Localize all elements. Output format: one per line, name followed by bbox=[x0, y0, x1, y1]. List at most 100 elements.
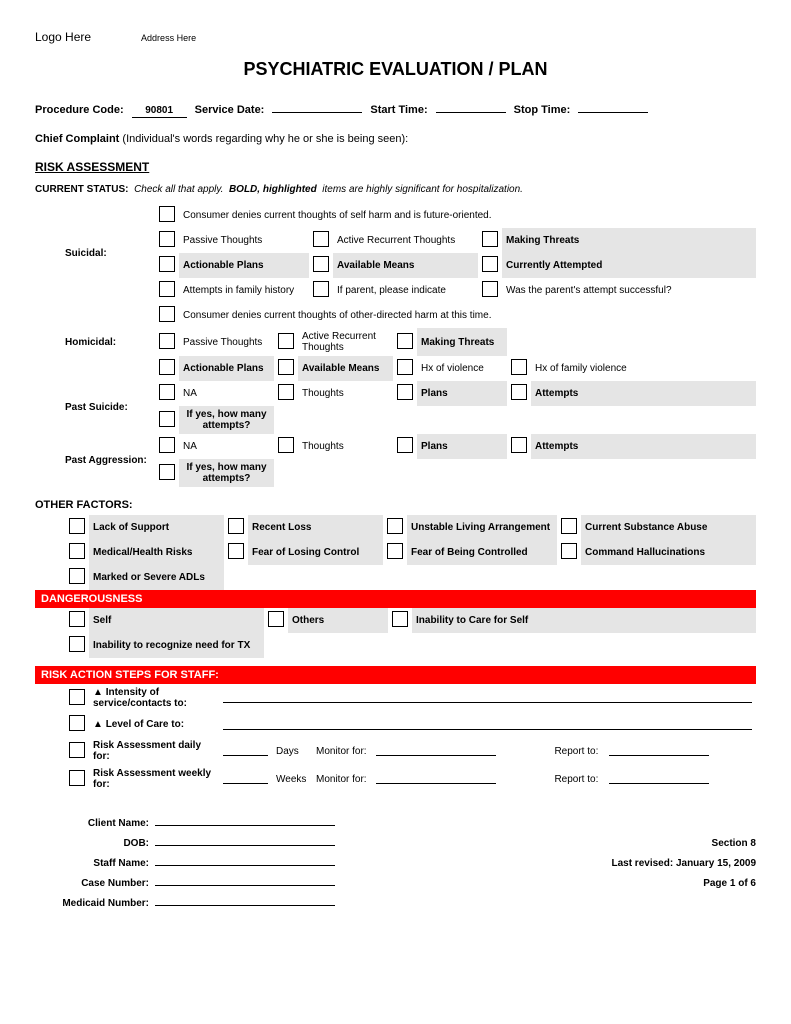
of-hallucinations-checkbox[interactable] bbox=[561, 543, 577, 559]
suicidal-threats-label: Making Threats bbox=[502, 228, 756, 253]
suicidal-passive-label: Passive Thoughts bbox=[179, 228, 309, 253]
rs-weeks-label: Weeks bbox=[272, 765, 312, 793]
suicidal-fam-label: Attempts in family history bbox=[179, 278, 309, 303]
homicidal-passive-checkbox[interactable] bbox=[159, 333, 175, 349]
procedure-code-label: Procedure Code: bbox=[35, 104, 124, 116]
current-status-instr1: Check all that apply. bbox=[134, 184, 223, 195]
of-substance-label: Current Substance Abuse bbox=[581, 515, 756, 540]
suicidal-threats-checkbox[interactable] bbox=[482, 231, 498, 247]
suicidal-plans-label: Actionable Plans bbox=[179, 253, 309, 278]
rs-daily-monitor-label: Monitor for: bbox=[312, 737, 372, 765]
past-suicide-plans-checkbox[interactable] bbox=[397, 384, 413, 400]
stop-time-field[interactable] bbox=[578, 100, 648, 113]
rs-daily-report-label: Report to: bbox=[550, 737, 605, 765]
suicidal-denies-checkbox[interactable] bbox=[159, 206, 175, 222]
start-time-field[interactable] bbox=[436, 100, 506, 113]
homicidal-label: Homicidal: bbox=[35, 303, 155, 381]
rs-weekly-label: Risk Assessment weekly for: bbox=[89, 765, 219, 793]
past-suicide-na-label: NA bbox=[179, 381, 274, 406]
homicidal-plans-label: Actionable Plans bbox=[179, 356, 274, 381]
rs-intensity-checkbox[interactable] bbox=[69, 689, 85, 705]
rs-intensity-label: Intensity of service/contacts to: bbox=[93, 687, 187, 709]
suicidal-means-checkbox[interactable] bbox=[313, 256, 329, 272]
suicidal-active-checkbox[interactable] bbox=[313, 231, 329, 247]
logo-placeholder: Logo Here bbox=[35, 30, 91, 44]
past-suicide-na-checkbox[interactable] bbox=[159, 384, 175, 400]
suicidal-plans-checkbox[interactable] bbox=[159, 256, 175, 272]
rs-intensity-field[interactable] bbox=[223, 690, 752, 703]
of-fear-losing-label: Fear of Losing Control bbox=[248, 540, 383, 565]
of-fear-losing-checkbox[interactable] bbox=[228, 543, 244, 559]
homicidal-active-label: Active Recurrent Thoughts bbox=[298, 328, 393, 356]
rs-level-field[interactable] bbox=[223, 717, 752, 730]
homicidal-hxfam-checkbox[interactable] bbox=[511, 359, 527, 375]
rs-daily-checkbox[interactable] bbox=[69, 742, 85, 758]
footer-staff-field[interactable] bbox=[155, 853, 335, 866]
of-lack-support-checkbox[interactable] bbox=[69, 518, 85, 534]
footer-medicaid-field[interactable] bbox=[155, 893, 335, 906]
past-agg-howmany-checkbox[interactable] bbox=[159, 464, 175, 480]
start-time-label: Start Time: bbox=[370, 104, 427, 116]
suicidal-success-label: Was the parent's attempt successful? bbox=[502, 278, 756, 303]
suicidal-parent-checkbox[interactable] bbox=[313, 281, 329, 297]
rs-level-checkbox[interactable] bbox=[69, 715, 85, 731]
rs-weekly-monitor-field[interactable] bbox=[376, 771, 496, 784]
past-suicide-howmany-checkbox[interactable] bbox=[159, 411, 175, 427]
rs-weekly-report-label: Report to: bbox=[550, 765, 605, 793]
of-recent-loss-checkbox[interactable] bbox=[228, 518, 244, 534]
footer-case-field[interactable] bbox=[155, 873, 335, 886]
risk-action-head: RISK ACTION STEPS FOR STAFF: bbox=[35, 666, 756, 684]
homicidal-active-checkbox[interactable] bbox=[278, 333, 294, 349]
procedure-code-field[interactable]: 90801 bbox=[132, 105, 187, 118]
past-agg-plans-label: Plans bbox=[417, 434, 507, 459]
homicidal-threats-checkbox[interactable] bbox=[397, 333, 413, 349]
of-unstable-living-checkbox[interactable] bbox=[387, 518, 403, 534]
danger-inability-care-checkbox[interactable] bbox=[392, 611, 408, 627]
suicidal-attempted-checkbox[interactable] bbox=[482, 256, 498, 272]
danger-self-checkbox[interactable] bbox=[69, 611, 85, 627]
address-placeholder: Address Here bbox=[141, 33, 196, 43]
past-agg-thoughts-label: Thoughts bbox=[298, 434, 393, 459]
homicidal-passive-label: Passive Thoughts bbox=[179, 328, 274, 356]
rs-days-label: Days bbox=[272, 737, 312, 765]
rs-weekly-report-field[interactable] bbox=[609, 771, 709, 784]
past-agg-plans-checkbox[interactable] bbox=[397, 437, 413, 453]
of-medical-checkbox[interactable] bbox=[69, 543, 85, 559]
past-agg-attempts-checkbox[interactable] bbox=[511, 437, 527, 453]
stop-time-label: Stop Time: bbox=[514, 104, 571, 116]
service-date-field[interactable] bbox=[272, 100, 362, 113]
rs-daily-monitor-field[interactable] bbox=[376, 743, 496, 756]
homicidal-hxv-checkbox[interactable] bbox=[397, 359, 413, 375]
danger-others-checkbox[interactable] bbox=[268, 611, 284, 627]
homicidal-means-checkbox[interactable] bbox=[278, 359, 294, 375]
past-suicide-attempts-checkbox[interactable] bbox=[511, 384, 527, 400]
suicidal-fam-checkbox[interactable] bbox=[159, 281, 175, 297]
of-adls-checkbox[interactable] bbox=[69, 568, 85, 584]
footer-page: Page 1 of 6 bbox=[703, 878, 756, 889]
current-status-instr3: items are highly significant for hospita… bbox=[322, 184, 523, 195]
past-suicide-thoughts-checkbox[interactable] bbox=[278, 384, 294, 400]
homicidal-denies-checkbox[interactable] bbox=[159, 306, 175, 322]
rs-daily-days-field[interactable] bbox=[223, 743, 268, 756]
suicidal-passive-checkbox[interactable] bbox=[159, 231, 175, 247]
footer-client-field[interactable] bbox=[155, 813, 335, 826]
rs-weekly-weeks-field[interactable] bbox=[223, 771, 268, 784]
footer-section: Section 8 bbox=[712, 838, 756, 849]
rs-weekly-checkbox[interactable] bbox=[69, 770, 85, 786]
danger-inability-tx-checkbox[interactable] bbox=[69, 636, 85, 652]
footer-revised: Last revised: January 15, 2009 bbox=[611, 858, 756, 869]
past-agg-thoughts-checkbox[interactable] bbox=[278, 437, 294, 453]
chief-complaint-label: Chief Complaint bbox=[35, 133, 119, 145]
past-suicide-attempts-label: Attempts bbox=[531, 381, 756, 406]
suicidal-success-checkbox[interactable] bbox=[482, 281, 498, 297]
past-agg-na-checkbox[interactable] bbox=[159, 437, 175, 453]
danger-inability-care-label: Inability to Care for Self bbox=[412, 608, 756, 633]
homicidal-hxv-label: Hx of violence bbox=[417, 356, 507, 381]
rs-daily-report-field[interactable] bbox=[609, 743, 709, 756]
danger-inability-tx-label: Inability to recognize need for TX bbox=[89, 633, 264, 658]
of-fear-controlled-checkbox[interactable] bbox=[387, 543, 403, 559]
of-substance-checkbox[interactable] bbox=[561, 518, 577, 534]
homicidal-plans-checkbox[interactable] bbox=[159, 359, 175, 375]
footer-dob-field[interactable] bbox=[155, 833, 335, 846]
past-agg-na-label: NA bbox=[179, 434, 274, 459]
